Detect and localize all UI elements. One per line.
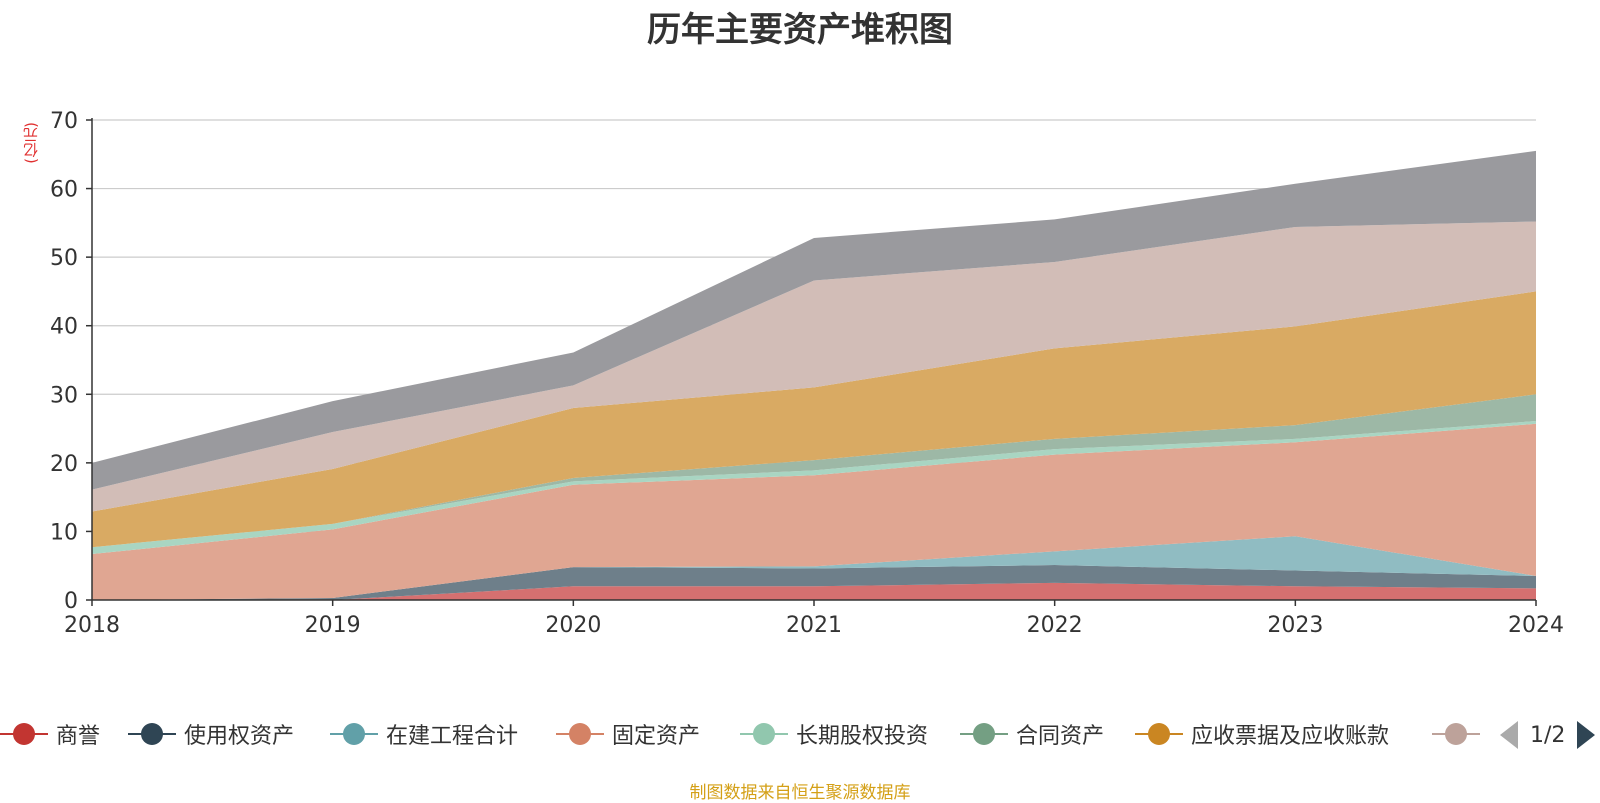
legend-marker-icon bbox=[960, 714, 1008, 754]
legend-item[interactable]: 在建工程合计 bbox=[330, 714, 518, 754]
legend-pager: 1/2 bbox=[1500, 718, 1596, 752]
x-tick-label: 2018 bbox=[64, 613, 120, 638]
legend-label: 长期股权投资 bbox=[796, 724, 929, 749]
area-series-0 bbox=[92, 582, 1536, 600]
area-series-8 bbox=[92, 150, 1536, 490]
axes: 0 10 20 30 40 50 60 70 2018 2019 2020 2021 2022 2023 2… bbox=[50, 109, 1564, 638]
legend-marker-icon bbox=[128, 714, 176, 754]
legend-marker-icon bbox=[0, 714, 48, 754]
area-series-2 bbox=[92, 536, 1536, 600]
x-tick-label: 2021 bbox=[786, 613, 842, 638]
legend-label: 固定资产 bbox=[612, 724, 701, 749]
legend-item[interactable] bbox=[1432, 714, 1480, 754]
y-tick-label: 70 bbox=[50, 109, 78, 134]
legend-marker-icon bbox=[1135, 714, 1183, 754]
legend-marker-icon bbox=[556, 714, 604, 754]
area-series-4 bbox=[92, 421, 1536, 555]
legend-item[interactable]: 长期股权投资 bbox=[740, 714, 928, 754]
legend-next-page-icon[interactable] bbox=[1577, 721, 1596, 749]
data-source-note: 制图数据来自恒生聚源数据库 bbox=[689, 783, 911, 803]
chart-title: 历年主要资产堆积图 bbox=[647, 10, 953, 50]
y-tick-label: 20 bbox=[50, 452, 78, 477]
legend-marker-icon bbox=[330, 714, 378, 754]
x-tick-label: 2024 bbox=[1508, 613, 1564, 638]
legend-page-indicator: 1/2 bbox=[1530, 722, 1566, 748]
y-tick-label: 30 bbox=[50, 383, 78, 408]
legend-marker-icon bbox=[1432, 714, 1480, 754]
legend-item[interactable]: 使用权资产 bbox=[128, 714, 294, 754]
legend: 商誉 使用权资产 在建工程合计 固定资产 长期股权投资 合同资产 应收票据及应收账款 bbox=[0, 714, 1600, 754]
stacked-area-chart: 0 10 20 30 40 50 60 70 2018 2019 2020 2021 2022 2023 2… bbox=[50, 109, 1564, 638]
legend-item[interactable]: 商誉 bbox=[0, 714, 100, 754]
area-series-3 bbox=[92, 423, 1536, 600]
x-tick-label: 2019 bbox=[305, 613, 361, 638]
legend-marker-icon bbox=[740, 714, 788, 754]
legend-item[interactable]: 应收票据及应收账款 bbox=[1135, 714, 1389, 754]
legend-label: 合同资产 bbox=[1016, 724, 1105, 749]
y-tick-label: 40 bbox=[50, 315, 78, 340]
area-series-6 bbox=[92, 291, 1536, 548]
x-tick-label: 2023 bbox=[1267, 613, 1323, 638]
legend-item[interactable]: 固定资产 bbox=[556, 714, 700, 754]
x-tick-label: 2020 bbox=[545, 613, 601, 638]
area-series-group bbox=[92, 150, 1536, 600]
area-series-1 bbox=[92, 565, 1536, 600]
y-tick-label: 60 bbox=[50, 178, 78, 203]
legend-prev-page-icon[interactable] bbox=[1500, 721, 1518, 749]
legend-item[interactable]: 合同资产 bbox=[960, 714, 1104, 754]
x-tick-label: 2022 bbox=[1027, 613, 1083, 638]
y-tick-label: 10 bbox=[50, 520, 78, 545]
area-series-5 bbox=[92, 394, 1536, 548]
y-tick-label: 0 bbox=[64, 589, 78, 614]
area-series-7 bbox=[92, 221, 1536, 512]
legend-label: 在建工程合计 bbox=[386, 724, 519, 749]
legend-label: 应收票据及应收账款 bbox=[1191, 724, 1390, 749]
legend-label: 商誉 bbox=[56, 724, 101, 749]
legend-label: 使用权资产 bbox=[184, 724, 295, 749]
y-tick-label: 50 bbox=[50, 246, 78, 271]
